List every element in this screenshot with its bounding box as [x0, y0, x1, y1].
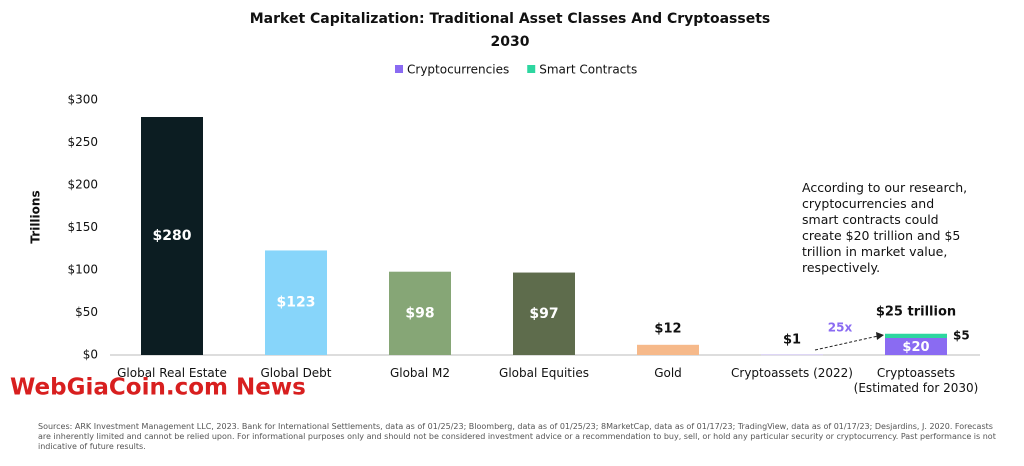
value-label: $280 [153, 228, 192, 244]
x-tick-label: Cryptoassets (Estimated for 2030) [853, 366, 979, 395]
stacked-bar [885, 338, 947, 355]
y-tick-label: $100 [67, 263, 98, 277]
annotation: According to our research, cryptocurrenc… [802, 180, 968, 275]
x-tick-label: Gold [654, 366, 682, 380]
bar [637, 344, 699, 355]
y-axis-label: Trillions [29, 190, 43, 243]
value-label: $20 [902, 340, 929, 355]
source-note: Sources: ARK Investment Management LLC, … [38, 422, 996, 451]
y-tick-label: $150 [67, 220, 98, 234]
y-tick-label: $250 [67, 135, 98, 149]
bar [389, 271, 451, 355]
x-tick-label: Global M2 [389, 366, 451, 380]
value-label: $1 [783, 333, 801, 348]
legend-label: Smart Contracts [539, 63, 637, 77]
bar [513, 272, 575, 355]
value-label: $12 [654, 321, 681, 336]
y-tick-label: $0 [83, 348, 98, 362]
growth-label: 25x [828, 321, 853, 335]
chart-title: Market Capitalization: Traditional Asset… [250, 11, 771, 27]
value-label: $98 [405, 305, 434, 321]
legend-swatch [527, 65, 536, 73]
legend-label: Cryptocurrencies [407, 63, 509, 77]
arrow-head [876, 332, 884, 340]
value-label: $97 [529, 306, 558, 322]
y-tick-label: $50 [75, 305, 98, 319]
y-tick-label: $300 [67, 93, 98, 107]
bar [141, 117, 203, 355]
watermark: WebGiaCoin.com News [10, 375, 306, 401]
bar [761, 354, 823, 356]
growth-arrow [814, 335, 879, 351]
chart-subtitle: 2030 [491, 34, 530, 50]
total-label: $25 trillion [876, 304, 956, 319]
x-tick-label: Cryptoassets (2022) [731, 366, 853, 380]
value-label: $123 [277, 295, 316, 311]
bar [265, 250, 327, 355]
x-tick-label: Global Real Estate [117, 366, 227, 380]
legend-swatch [395, 65, 403, 73]
value-label: $5 [953, 328, 970, 342]
x-tick-label: Global Equities [499, 366, 589, 380]
y-tick-label: $200 [67, 178, 98, 192]
stacked-bar [885, 333, 947, 338]
x-tick-label: Global Debt [260, 366, 332, 380]
